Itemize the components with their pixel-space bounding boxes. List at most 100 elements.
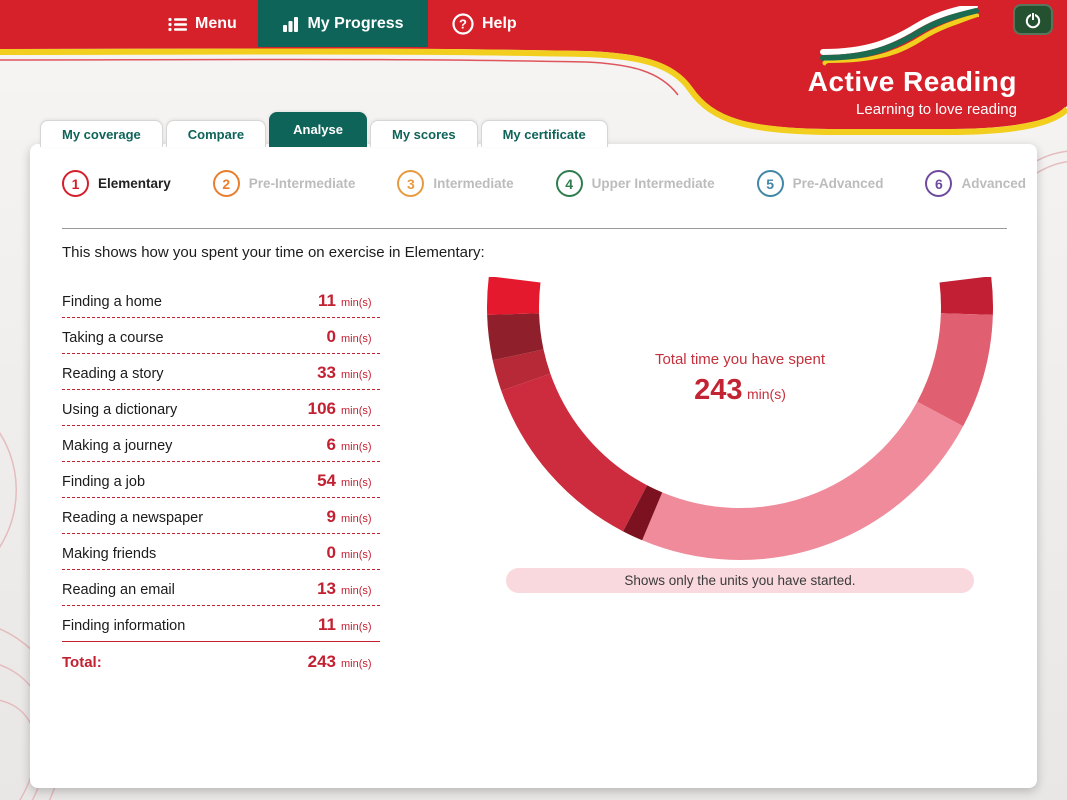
level-label: Intermediate [433, 176, 514, 191]
chart-center-unit: min(s) [746, 386, 786, 402]
tab-label: My coverage [62, 126, 141, 142]
row-label: Reading an email [62, 582, 175, 598]
help-icon: ? [452, 13, 474, 35]
row-label: Making friends [62, 546, 157, 562]
row-unit: min(s) [341, 405, 372, 417]
tab-label: Compare [187, 126, 245, 142]
table-row: Taking a course 0 min(s) [62, 318, 380, 354]
level-elementary[interactable]: 1 Elementary [62, 170, 171, 197]
donut-segment [487, 277, 541, 315]
intro-text: This shows how you spent your time on ex… [62, 244, 485, 261]
row-label: Reading a story [62, 366, 164, 382]
tab-label: Analyse [293, 122, 343, 137]
brand-title: Active Reading [807, 66, 1017, 97]
tab-bar: My coverage Compare Analyse My scores My cer… [40, 112, 608, 147]
table-row: Finding a home 11 min(s) [62, 282, 380, 318]
row-value: 54 [317, 471, 336, 490]
row-value: 11 [318, 291, 336, 310]
total-unit: min(s) [341, 658, 372, 670]
level-advanced[interactable]: 6 Advanced [925, 170, 1026, 197]
level-label: Advanced [961, 176, 1026, 191]
brand-tagline: Learning to love reading [856, 101, 1017, 118]
level-number-circle: 4 [555, 170, 583, 197]
donut-segment [487, 312, 544, 361]
header: Menu My Progress ? Help [0, 0, 1067, 150]
row-unit: min(s) [341, 441, 372, 453]
time-donut-chart: Total time you have spent 243 min(s) Sho… [485, 277, 995, 593]
row-unit: min(s) [341, 549, 372, 561]
svg-text:?: ? [459, 17, 467, 32]
row-unit: min(s) [341, 585, 372, 597]
chart-center-text: Total time you have spent 243 min(s) [485, 351, 995, 407]
donut-segment [623, 485, 663, 541]
menu-button[interactable]: Menu [168, 7, 237, 41]
level-label: Pre-Intermediate [248, 176, 356, 191]
row-label: Reading a newspaper [62, 510, 204, 526]
row-value: 13 [317, 579, 336, 598]
level-number-circle: 3 [397, 170, 425, 197]
tab-analyse[interactable]: Analyse [269, 112, 367, 147]
row-unit: min(s) [341, 621, 372, 633]
level-selector: 1 Elementary 2 Pre-Intermediate 3 Intermediat… [62, 170, 1026, 197]
donut-segment [917, 312, 993, 427]
row-value: 0 [326, 327, 336, 346]
row-label: Taking a course [62, 330, 164, 346]
help-button[interactable]: ? Help [452, 7, 517, 41]
level-number-circle: 2 [212, 170, 240, 197]
row-unit: min(s) [341, 369, 372, 381]
table-row: Making friends 0 min(s) [62, 534, 380, 570]
table-row: Finding information 11 min(s) [62, 606, 380, 642]
total-label: Total: [62, 654, 102, 671]
chart-note-banner: Shows only the units you have started. [506, 568, 974, 593]
power-button[interactable] [1013, 4, 1053, 35]
my-progress-label: My Progress [307, 14, 404, 32]
menu-label: Menu [195, 15, 237, 32]
row-value: 11 [318, 615, 336, 634]
bar-chart-icon [283, 16, 299, 32]
table-total-row: Total: 243 min(s) [62, 642, 380, 678]
row-value: 33 [317, 363, 336, 382]
level-divider [62, 228, 1007, 229]
row-label: Finding a job [62, 474, 146, 490]
chart-center-value-row: 243 min(s) [485, 374, 995, 407]
main-panel: 1 Elementary 2 Pre-Intermediate 3 Intermediat… [30, 144, 1037, 788]
tab-label: My certificate [502, 126, 586, 142]
donut-segment [642, 401, 964, 560]
row-unit: min(s) [341, 477, 372, 489]
table-row: Using a dictionary 106 min(s) [62, 390, 380, 426]
level-label: Elementary [98, 176, 171, 191]
level-pre-advanced[interactable]: 5 Pre-Advanced [756, 170, 884, 197]
level-pre-intermediate[interactable]: 2 Pre-Intermediate [212, 170, 356, 197]
tab-my-coverage[interactable]: My coverage [40, 120, 163, 147]
menu-icon [168, 17, 187, 31]
level-intermediate[interactable]: 3 Intermediate [397, 170, 514, 197]
table-row: Reading an email 13 min(s) [62, 570, 380, 606]
level-number-circle: 6 [925, 170, 953, 197]
my-progress-button[interactable]: My Progress [258, 0, 428, 47]
row-unit: min(s) [341, 297, 372, 309]
donut-segment [492, 348, 551, 391]
row-value: 106 [307, 399, 336, 418]
row-value: 6 [326, 435, 336, 454]
donut-segment [501, 373, 648, 532]
brand: Active Reading Learning to love reading [808, 66, 1017, 118]
level-number-circle: 5 [756, 170, 784, 197]
table-row: Reading a newspaper 9 min(s) [62, 498, 380, 534]
row-unit: min(s) [341, 333, 372, 345]
tab-label: My scores [392, 126, 456, 142]
tab-my-certificate[interactable]: My certificate [480, 120, 608, 147]
level-upper-intermediate[interactable]: 4 Upper Intermediate [555, 170, 715, 197]
tab-my-scores[interactable]: My scores [370, 120, 478, 147]
level-label: Upper Intermediate [591, 176, 715, 191]
row-label: Finding information [62, 618, 186, 634]
time-table: Finding a home 11 min(s) Taking a course 0 mi… [62, 282, 380, 678]
row-label: Making a journey [62, 438, 173, 454]
table-row: Reading a story 33 min(s) [62, 354, 380, 390]
tab-compare[interactable]: Compare [165, 120, 267, 147]
total-value: 243 [307, 652, 336, 671]
help-label: Help [482, 15, 517, 32]
row-label: Using a dictionary [62, 402, 178, 418]
level-label: Pre-Advanced [792, 176, 884, 191]
chart-center-label: Total time you have spent [654, 351, 826, 368]
